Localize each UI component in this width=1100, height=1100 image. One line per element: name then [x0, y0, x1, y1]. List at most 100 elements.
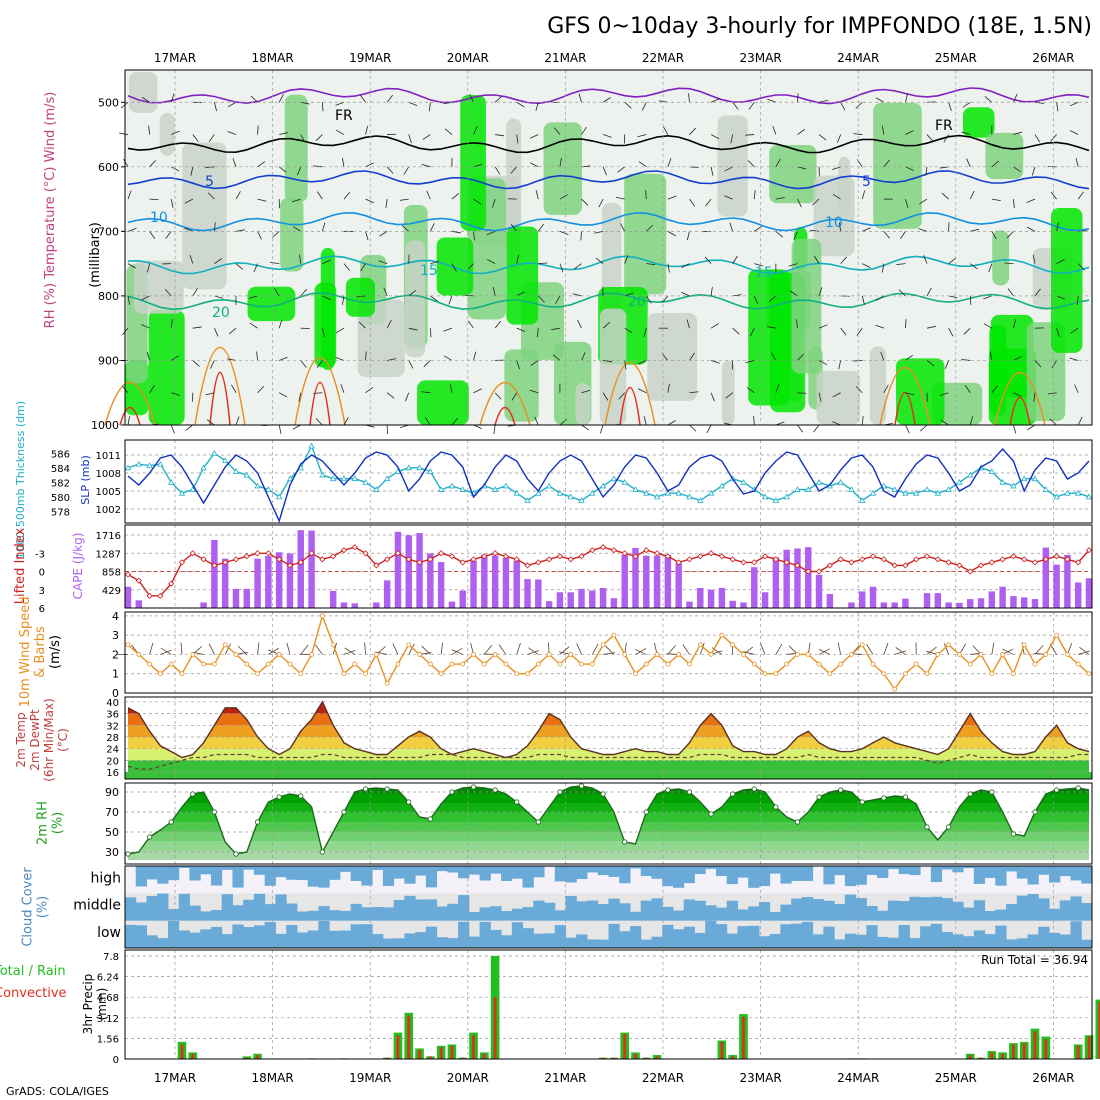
cloud-panel: high middle low Cloud Cover (%)	[21, 865, 1093, 949]
thickness-line-point	[967, 471, 974, 478]
cloud-bar	[694, 866, 706, 875]
wind-barb	[646, 224, 654, 232]
thickness-line-point	[794, 486, 801, 492]
thickness-line-point	[707, 489, 715, 496]
wind-barb	[818, 360, 828, 366]
cloud-bar	[415, 866, 427, 876]
wind-barb	[832, 392, 841, 398]
wind-barb	[147, 263, 150, 273]
lifted-index-line-point	[913, 556, 920, 563]
cloud-bar	[1016, 938, 1029, 948]
axis-label: 2m RH	[36, 801, 51, 845]
precip-convective-bar	[720, 1041, 724, 1059]
wind-barb	[581, 424, 590, 431]
cloud-bar	[178, 930, 190, 948]
cloud-bar	[877, 866, 889, 878]
rh-area	[624, 173, 667, 295]
rh2m-point	[730, 791, 736, 797]
cloud-bar	[801, 921, 814, 948]
wind-speed-line-point	[935, 652, 941, 657]
cloud-bar	[146, 895, 158, 921]
date-label: 21MAR	[544, 1071, 586, 1085]
wind-barb	[624, 255, 629, 264]
wind-barb	[747, 160, 755, 168]
cloud-bar	[1049, 908, 1061, 921]
wind-barb	[170, 424, 175, 434]
rh-band	[128, 831, 1089, 841]
thickness-line-point	[427, 468, 434, 474]
wind-barb	[298, 392, 302, 402]
cloud-bar	[597, 939, 609, 948]
cape-bar	[826, 593, 834, 608]
wind-barb	[170, 319, 173, 329]
wind-barb	[1006, 231, 1014, 239]
lifted-index-line-point	[934, 556, 941, 563]
axis-label: CAPE (J/kg)	[71, 533, 85, 600]
cloud-bar	[963, 907, 975, 921]
wind-barb	[926, 287, 932, 297]
wind-barb	[969, 295, 972, 305]
date-label: 23MAR	[740, 1071, 782, 1085]
cloud-bar	[877, 936, 889, 948]
wind-barb	[746, 387, 755, 394]
lifted-index-line-point	[1053, 553, 1060, 560]
wind-speed-line-point	[1021, 642, 1027, 648]
temperature-contour	[879, 366, 931, 426]
wind-speed-line-point	[600, 642, 606, 648]
wind-barb	[875, 324, 884, 329]
wind-barb	[944, 360, 950, 369]
contour-label: 20	[628, 294, 646, 310]
cloud-bar	[157, 866, 169, 884]
wind-barb	[818, 324, 828, 329]
wind-barb	[408, 134, 412, 144]
rh-band	[128, 822, 1089, 832]
wind-barb	[529, 134, 539, 139]
wind-barb	[315, 134, 323, 142]
lifted-index-line-point	[222, 559, 229, 566]
wind-barb	[641, 102, 647, 111]
contour-label: 10	[825, 215, 843, 231]
wind-barb	[667, 158, 672, 167]
wind-barb	[430, 261, 440, 265]
cape-bar	[481, 554, 488, 608]
axis-label: SLP (mb)	[79, 455, 92, 505]
lifted-index-line-point	[869, 553, 877, 560]
date-label: 18MAR	[252, 51, 294, 65]
wind-barb	[710, 134, 720, 140]
wind-barb	[314, 644, 323, 655]
wind-barb	[663, 126, 669, 135]
cloud-bar	[952, 901, 964, 921]
cloud-bar	[436, 866, 448, 872]
axis-label: 10m Wind Speed	[18, 597, 33, 708]
wind-barb	[473, 126, 478, 135]
wind-speed-line-point	[1000, 652, 1006, 657]
wind10m-panel: 0 1 2 3 4 10m Wind Speed & Barbs (m/s)	[18, 597, 1093, 708]
credit-label: GrADS: COLA/IGES	[6, 1085, 109, 1098]
wind-barb	[466, 263, 474, 271]
wind-ylabel: 10m Wind Speed & Barbs (m/s)	[18, 597, 63, 708]
cloud-bar	[737, 909, 749, 921]
cloud-bar	[587, 900, 599, 921]
cloud-bar	[200, 911, 212, 921]
wind-speed-line-point	[654, 652, 660, 657]
wind-barb	[149, 231, 156, 239]
wind-barb	[905, 198, 909, 208]
wind-barb	[1013, 166, 1022, 173]
precip-convective-bar	[644, 1057, 648, 1059]
cloud-bar	[361, 866, 373, 886]
wind-barb	[602, 166, 607, 176]
date-label: 22MAR	[642, 51, 684, 65]
lifted-index-line-point	[265, 550, 272, 557]
cloud-bar	[941, 898, 953, 921]
cloud-bar	[963, 866, 975, 869]
cloud-bar	[565, 896, 577, 921]
wind-barb	[988, 263, 993, 273]
cloud-bar	[565, 866, 577, 883]
lifted-index-line-point	[632, 553, 639, 560]
cape-bar	[1064, 554, 1071, 608]
wind-barb	[767, 98, 777, 103]
wind-barb	[365, 162, 374, 168]
cloud-bar	[511, 866, 524, 879]
lifted-index-line-point	[794, 562, 801, 569]
precip-legend-convective: Convective	[0, 986, 67, 1001]
